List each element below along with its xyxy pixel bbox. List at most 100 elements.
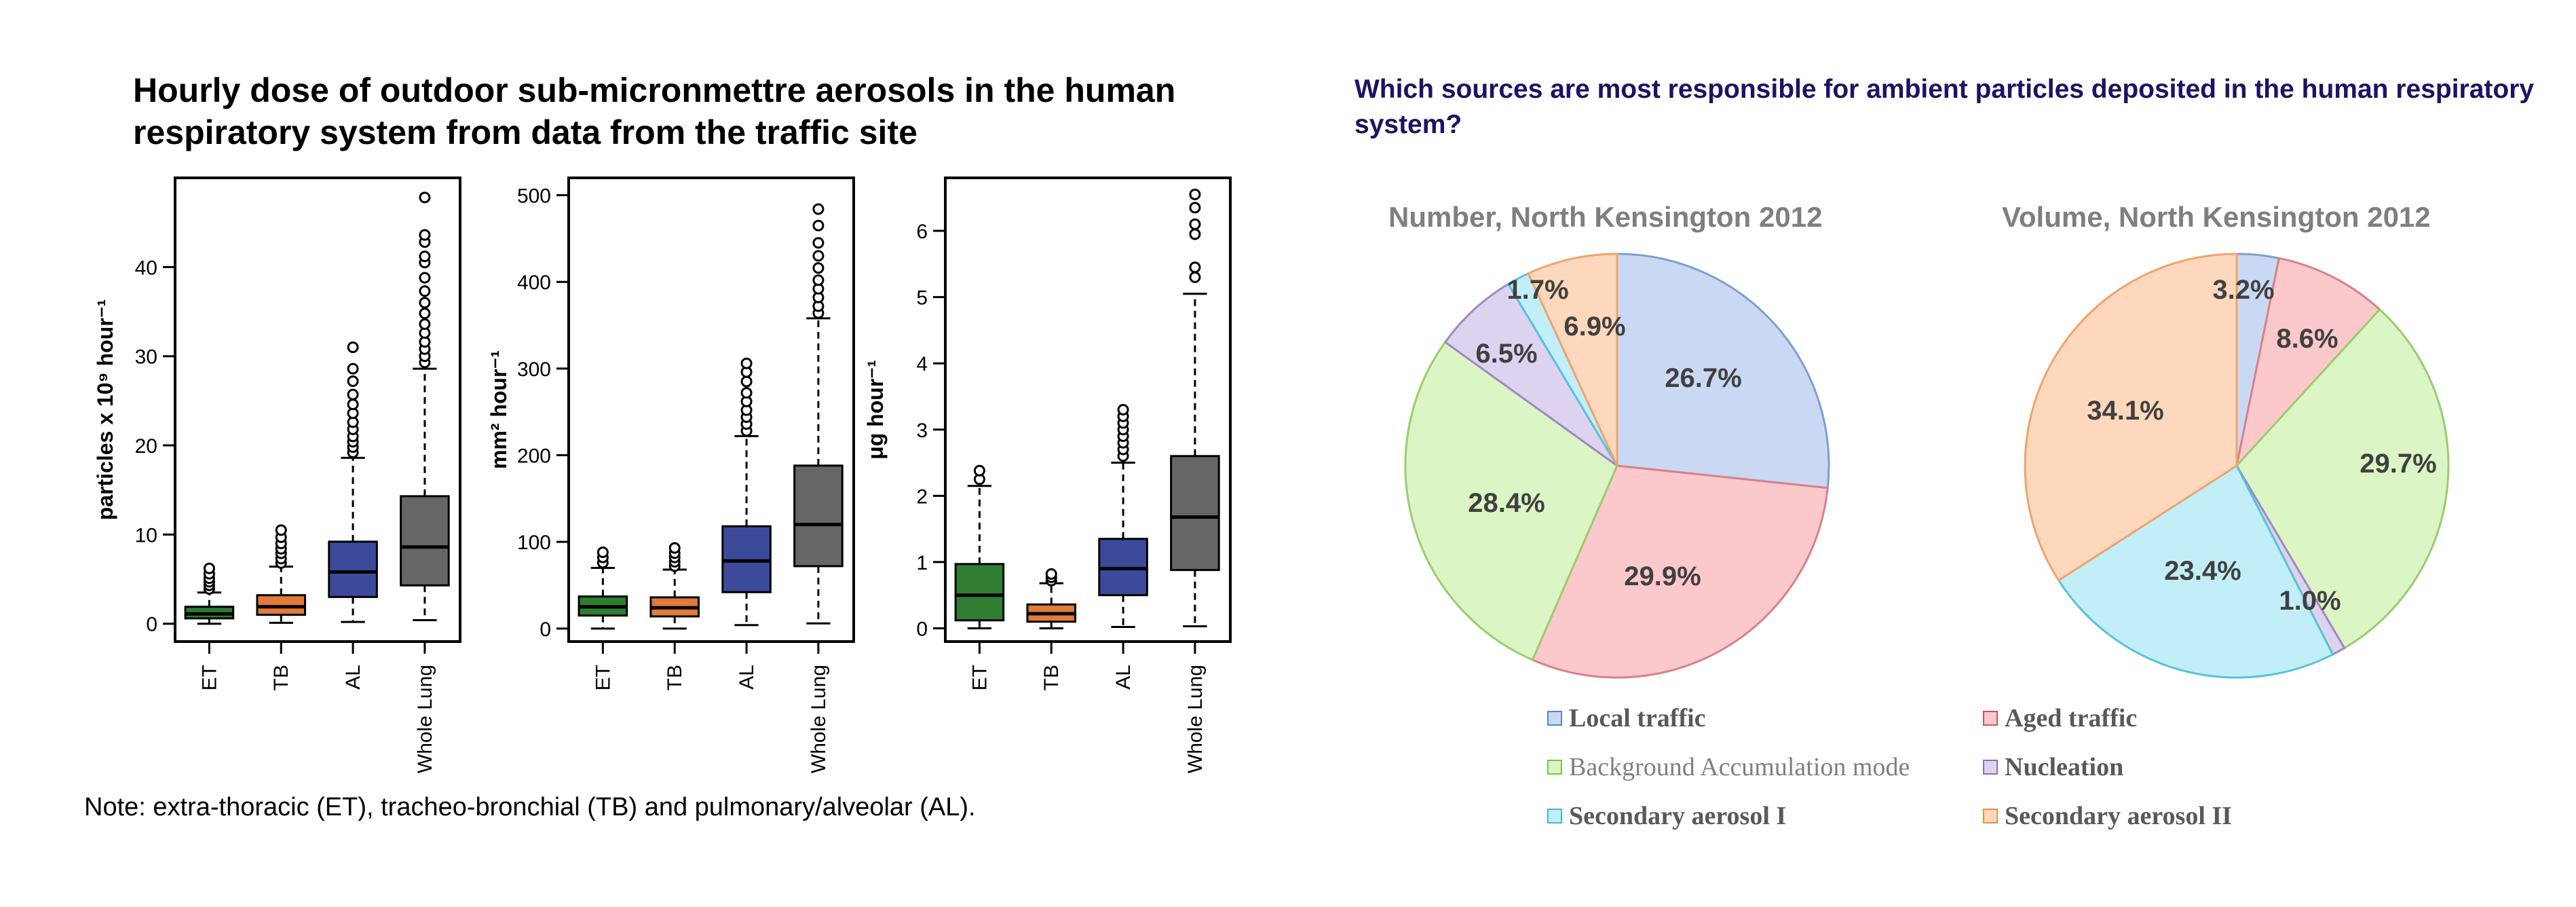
- outlier-point: [1189, 228, 1201, 240]
- right-chart-title: Which sources are most responsible for a…: [1355, 75, 2535, 139]
- plot-frame: [944, 177, 1232, 643]
- x-tick-label: Whole Lung: [808, 665, 830, 773]
- y-tick-label: 0: [146, 614, 157, 636]
- pie-data-label: 3.2%: [2212, 275, 2274, 305]
- outlier-point: [812, 262, 825, 274]
- legend-swatch: [1547, 809, 1562, 823]
- left-chart-title: Hourly dose of outdoor sub-micronmettre …: [133, 71, 1176, 151]
- legend-item-secondary-aerosol-1: Secondary aerosol I: [1547, 801, 1786, 831]
- box-panel-mass: 0 1 2 3 4 5 6 μg hour⁻¹ ET TB AL Whole Lung: [863, 177, 1232, 773]
- box-al: [721, 525, 772, 593]
- outlier-point: [347, 375, 359, 387]
- box-al: [328, 540, 378, 598]
- legend-swatch: [1547, 760, 1562, 775]
- outlier-point: [419, 229, 431, 241]
- y-tick-label: 6: [916, 221, 928, 243]
- x-tick-label: AL: [1112, 665, 1135, 690]
- y-axis-label: particles x 10⁹ hour⁻¹: [93, 299, 117, 521]
- legend-item-secondary-aerosol-2: Secondary aerosol II: [1983, 801, 2232, 831]
- pie-data-label: 1.0%: [2279, 586, 2341, 616]
- box-whole-lung: [793, 464, 844, 568]
- outlier-point: [1189, 218, 1201, 230]
- y-axis-label: μg hour⁻¹: [863, 360, 888, 460]
- y-tick-label: 500: [517, 185, 551, 208]
- legend-item-nucleation: Nucleation: [1983, 752, 2123, 782]
- y-tick-label: 4: [916, 353, 928, 375]
- pie-slice-aged-traffic: [1531, 464, 1829, 679]
- outlier-point: [973, 464, 985, 477]
- pie-slice-background-accumulation-mode: [1404, 340, 1618, 661]
- x-tick-label: ET: [968, 665, 991, 690]
- y-tick-label: 20: [135, 435, 157, 458]
- outlier-point: [1045, 568, 1057, 580]
- pie-data-label: 29.7%: [2360, 449, 2436, 479]
- y-tick-label: 10: [135, 524, 157, 547]
- outlier-point: [347, 341, 359, 354]
- box-panel-surface: 0 100 200 300 400 500 mm² hour⁻¹ ET TB AL Whole Lu…: [487, 177, 855, 773]
- x-tick-label: Whole Lung: [414, 665, 436, 773]
- x-tick-label: ET: [198, 665, 221, 690]
- pie-slice-secondary-aerosol-ii: [2024, 253, 2238, 582]
- outlier-point: [668, 542, 681, 554]
- pie-data-label: 34.1%: [2087, 396, 2163, 426]
- pie-number: 26.7% 29.9% 28.4% 6.5% 1.7% 6.9%: [1404, 253, 1830, 679]
- pie-slice-secondary-aerosol-i: [2057, 464, 2334, 679]
- pie-slice-aged-traffic: [2235, 257, 2381, 470]
- y-tick-label: 400: [517, 272, 551, 294]
- y-tick-label: 30: [135, 346, 157, 369]
- legend-item-local-traffic: Local traffic: [1547, 703, 1706, 733]
- outlier-point: [812, 274, 825, 286]
- x-tick-label: TB: [664, 665, 686, 690]
- footnote: Note: extra-thoracic (ET), tracheo-bronc…: [84, 793, 976, 821]
- outlier-point: [347, 399, 359, 411]
- legend-label: Nucleation: [2005, 753, 2124, 781]
- pie-data-label: 26.7%: [1665, 363, 1741, 393]
- pie-data-label: 1.7%: [1507, 275, 1568, 305]
- box-whole-lung: [400, 495, 450, 587]
- legend-item-aged-traffic: Aged traffic: [1983, 703, 2137, 733]
- pie-slice-local-traffic: [1616, 253, 1830, 489]
- y-tick-label: 3: [916, 420, 928, 442]
- y-tick-label: 5: [916, 287, 928, 310]
- y-tick-label: 1: [916, 552, 928, 574]
- box-panel-particles: 0 10 20 30 40 particles x 10⁹ hour⁻¹ ET TB AL Who…: [93, 177, 461, 773]
- legend-label: Aged traffic: [2005, 704, 2138, 733]
- outlier-point: [740, 357, 753, 369]
- outlier-point: [419, 191, 431, 204]
- outlier-point: [275, 524, 287, 536]
- y-tick-label: 300: [517, 358, 551, 381]
- outlier-point: [596, 547, 609, 559]
- outlier-point: [419, 318, 431, 330]
- outlier-point: [812, 203, 825, 215]
- plot-frame: [567, 177, 855, 643]
- y-tick-label: 100: [517, 532, 551, 554]
- y-tick-label: 200: [517, 445, 551, 468]
- outlier-point: [1117, 404, 1129, 415]
- outlier-point: [1189, 261, 1201, 274]
- y-tick-label: 40: [135, 257, 157, 279]
- pie-data-label: 29.9%: [1624, 561, 1701, 591]
- y-tick-label: 2: [916, 485, 928, 508]
- box-et: [954, 563, 1005, 622]
- outlier-point: [419, 251, 431, 263]
- pie-slice-nucleation: [1443, 282, 1618, 467]
- box-tb: [256, 594, 307, 616]
- x-tick-label: AL: [342, 665, 364, 690]
- outlier-point: [740, 387, 753, 399]
- pie-data-label: 6.9%: [1564, 312, 1625, 341]
- legend-label: Secondary aerosol I: [1569, 802, 1787, 830]
- pie-title-volume: Volume, North Kensington 2012: [2002, 201, 2431, 233]
- pie-slice-background-accumulation-mode: [2235, 308, 2450, 650]
- x-tick-label: TB: [270, 665, 292, 690]
- pie-slice-secondary-aerosol-ii: [1527, 253, 1618, 466]
- outlier-point: [419, 285, 431, 297]
- outlier-point: [1189, 202, 1201, 214]
- outlier-point: [419, 297, 431, 309]
- legend-swatch: [1983, 809, 1998, 823]
- x-tick-label: TB: [1040, 665, 1063, 690]
- legend-swatch: [1983, 711, 1998, 726]
- legend-swatch: [1983, 760, 1998, 775]
- outlier-point: [812, 219, 825, 232]
- outlier-point: [1189, 271, 1201, 283]
